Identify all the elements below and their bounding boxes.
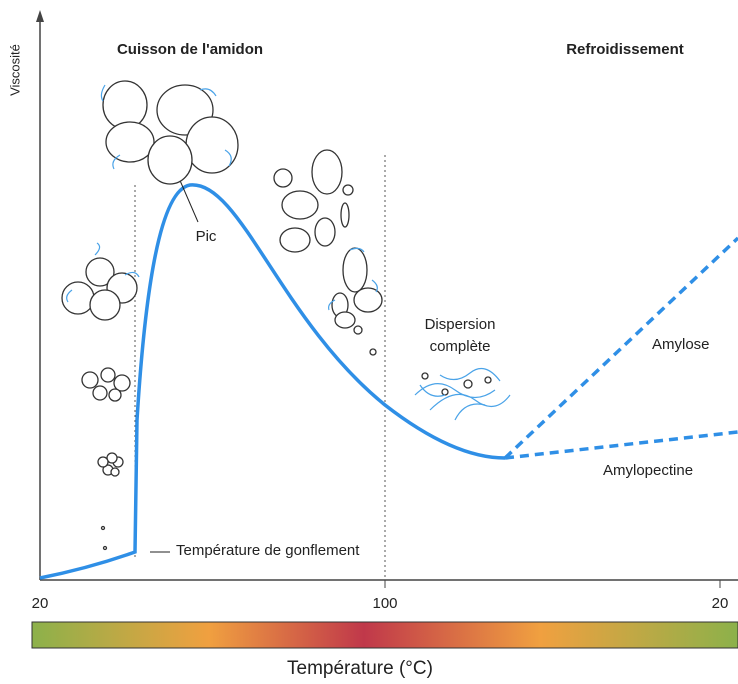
annotation: Dispersion <box>425 316 496 333</box>
phase-label: Cuisson de l'amidon <box>117 41 263 58</box>
annotation: Température de gonflement <box>176 542 360 559</box>
annotation: complète <box>430 338 491 355</box>
x-tick-label: 100 <box>372 595 397 612</box>
annotation: Amylopectine <box>603 462 693 479</box>
x-label: Température (°C) <box>287 658 433 679</box>
y-label: Viscosité <box>7 44 22 96</box>
x-tick-label: 20 <box>712 595 729 612</box>
diagram: Viscosité Cuisson de l'amidon Refroidiss… <box>0 0 738 684</box>
temperature-bar <box>32 622 738 648</box>
amylopectin-curve <box>505 432 738 458</box>
annotation: Amylose <box>652 336 710 353</box>
y-arrow <box>36 10 44 22</box>
x-tick-label: 20 <box>32 595 49 612</box>
annotation: Pic <box>196 228 217 245</box>
phase-label: Refroidissement <box>566 41 684 58</box>
